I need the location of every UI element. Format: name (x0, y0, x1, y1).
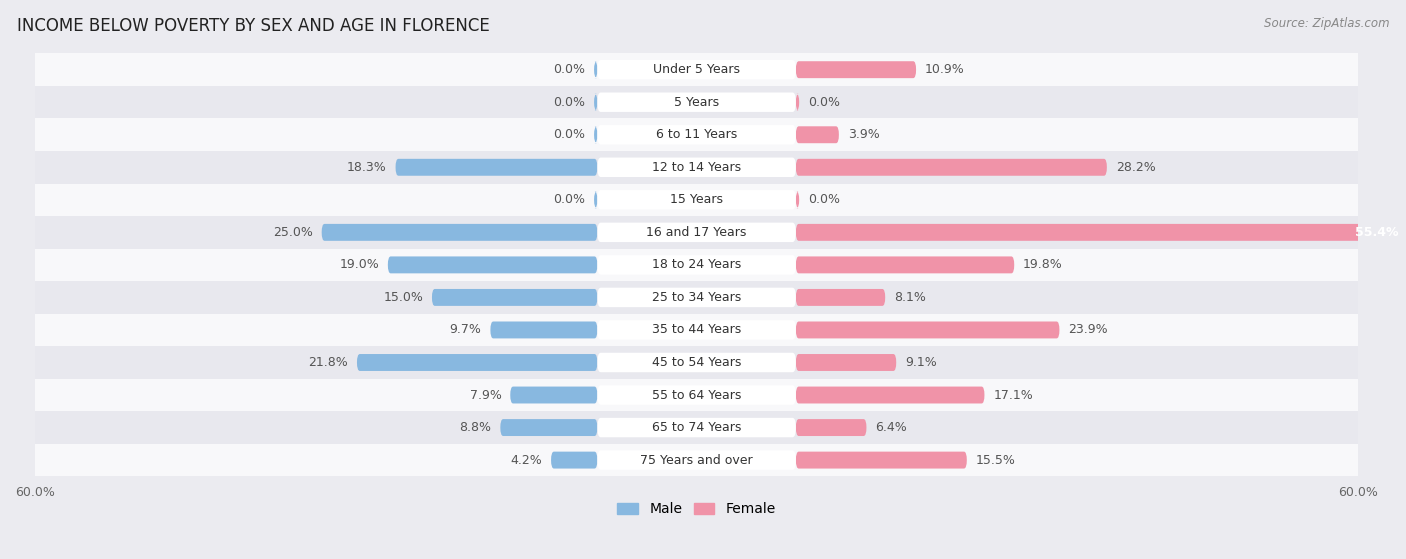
FancyBboxPatch shape (598, 288, 796, 307)
FancyBboxPatch shape (510, 387, 598, 404)
FancyBboxPatch shape (432, 289, 598, 306)
Text: 19.0%: 19.0% (339, 258, 380, 271)
Text: 35 to 44 Years: 35 to 44 Years (652, 324, 741, 337)
FancyBboxPatch shape (796, 354, 896, 371)
Text: 5 Years: 5 Years (673, 96, 720, 108)
FancyBboxPatch shape (35, 444, 1358, 476)
FancyBboxPatch shape (595, 94, 598, 111)
Text: 8.1%: 8.1% (894, 291, 927, 304)
Text: 17.1%: 17.1% (993, 389, 1033, 401)
Text: 7.9%: 7.9% (470, 389, 502, 401)
FancyBboxPatch shape (796, 257, 1014, 273)
FancyBboxPatch shape (35, 379, 1358, 411)
Legend: Male, Female: Male, Female (612, 497, 782, 522)
FancyBboxPatch shape (595, 126, 598, 143)
FancyBboxPatch shape (35, 183, 1358, 216)
FancyBboxPatch shape (35, 314, 1358, 346)
FancyBboxPatch shape (35, 86, 1358, 119)
FancyBboxPatch shape (395, 159, 598, 176)
FancyBboxPatch shape (501, 419, 598, 436)
FancyBboxPatch shape (551, 452, 598, 468)
Text: 65 to 74 Years: 65 to 74 Years (652, 421, 741, 434)
FancyBboxPatch shape (796, 387, 984, 404)
Text: 25.0%: 25.0% (273, 226, 314, 239)
Text: 75 Years and over: 75 Years and over (640, 453, 754, 467)
Text: 18.3%: 18.3% (347, 161, 387, 174)
Text: 18 to 24 Years: 18 to 24 Years (652, 258, 741, 271)
FancyBboxPatch shape (491, 321, 598, 338)
FancyBboxPatch shape (796, 419, 866, 436)
FancyBboxPatch shape (35, 54, 1358, 86)
FancyBboxPatch shape (796, 94, 799, 111)
Text: 9.7%: 9.7% (450, 324, 482, 337)
FancyBboxPatch shape (35, 249, 1358, 281)
FancyBboxPatch shape (796, 224, 1406, 241)
FancyBboxPatch shape (796, 191, 799, 209)
FancyBboxPatch shape (35, 151, 1358, 183)
Text: 8.8%: 8.8% (460, 421, 492, 434)
FancyBboxPatch shape (35, 216, 1358, 249)
Text: 16 and 17 Years: 16 and 17 Years (647, 226, 747, 239)
Text: INCOME BELOW POVERTY BY SEX AND AGE IN FLORENCE: INCOME BELOW POVERTY BY SEX AND AGE IN F… (17, 17, 489, 35)
Text: Source: ZipAtlas.com: Source: ZipAtlas.com (1264, 17, 1389, 30)
Text: 4.2%: 4.2% (510, 453, 543, 467)
FancyBboxPatch shape (598, 60, 796, 79)
Text: 0.0%: 0.0% (553, 96, 585, 108)
Text: 15.0%: 15.0% (384, 291, 423, 304)
FancyBboxPatch shape (796, 126, 839, 143)
FancyBboxPatch shape (598, 385, 796, 405)
Text: 3.9%: 3.9% (848, 128, 880, 141)
Text: 0.0%: 0.0% (808, 193, 839, 206)
FancyBboxPatch shape (35, 119, 1358, 151)
Text: 0.0%: 0.0% (553, 193, 585, 206)
Text: 6 to 11 Years: 6 to 11 Years (657, 128, 737, 141)
FancyBboxPatch shape (598, 418, 796, 437)
Text: 45 to 54 Years: 45 to 54 Years (652, 356, 741, 369)
Text: 15.5%: 15.5% (976, 453, 1015, 467)
Text: 25 to 34 Years: 25 to 34 Years (652, 291, 741, 304)
FancyBboxPatch shape (796, 321, 1060, 338)
Text: 0.0%: 0.0% (553, 63, 585, 76)
Text: 0.0%: 0.0% (553, 128, 585, 141)
FancyBboxPatch shape (595, 61, 598, 78)
FancyBboxPatch shape (796, 289, 886, 306)
FancyBboxPatch shape (796, 452, 967, 468)
Text: 10.9%: 10.9% (925, 63, 965, 76)
FancyBboxPatch shape (35, 411, 1358, 444)
FancyBboxPatch shape (35, 281, 1358, 314)
FancyBboxPatch shape (598, 92, 796, 112)
Text: 23.9%: 23.9% (1069, 324, 1108, 337)
Text: 6.4%: 6.4% (876, 421, 907, 434)
FancyBboxPatch shape (598, 222, 796, 242)
FancyBboxPatch shape (796, 61, 917, 78)
Text: 55.4%: 55.4% (1354, 226, 1398, 239)
FancyBboxPatch shape (598, 320, 796, 340)
FancyBboxPatch shape (598, 158, 796, 177)
FancyBboxPatch shape (598, 255, 796, 274)
FancyBboxPatch shape (357, 354, 598, 371)
FancyBboxPatch shape (598, 451, 796, 470)
FancyBboxPatch shape (598, 353, 796, 372)
FancyBboxPatch shape (598, 190, 796, 210)
Text: 28.2%: 28.2% (1116, 161, 1156, 174)
Text: 55 to 64 Years: 55 to 64 Years (652, 389, 741, 401)
Text: 9.1%: 9.1% (905, 356, 936, 369)
Text: 15 Years: 15 Years (671, 193, 723, 206)
Text: Under 5 Years: Under 5 Years (654, 63, 740, 76)
FancyBboxPatch shape (796, 159, 1107, 176)
FancyBboxPatch shape (322, 224, 598, 241)
FancyBboxPatch shape (388, 257, 598, 273)
Text: 12 to 14 Years: 12 to 14 Years (652, 161, 741, 174)
Text: 0.0%: 0.0% (808, 96, 839, 108)
Text: 19.8%: 19.8% (1024, 258, 1063, 271)
FancyBboxPatch shape (595, 191, 598, 209)
FancyBboxPatch shape (598, 125, 796, 144)
FancyBboxPatch shape (35, 346, 1358, 379)
Text: 21.8%: 21.8% (308, 356, 349, 369)
